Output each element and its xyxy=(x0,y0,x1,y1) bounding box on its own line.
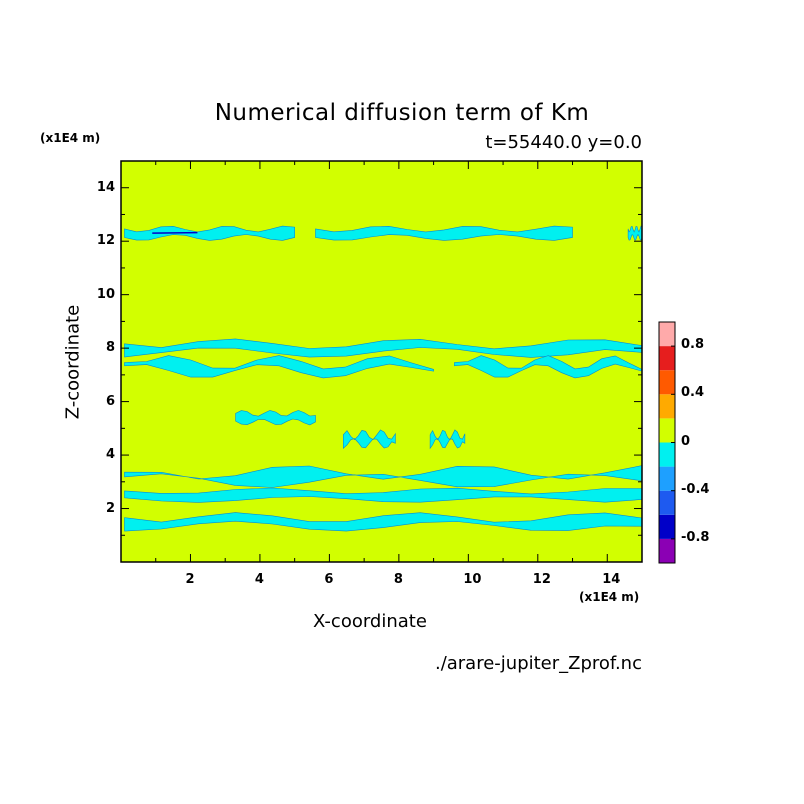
y-tick-label: 10 xyxy=(96,286,115,302)
y-tick-label: 4 xyxy=(105,447,115,463)
colorbar-segment xyxy=(659,490,675,515)
y-axis-label: Z-coordinate xyxy=(62,304,84,420)
y-axis-unit: (x1E4 m) xyxy=(40,131,101,145)
colorbar-tick-label: -0.4 xyxy=(681,481,710,497)
colorbar-segment xyxy=(659,418,675,443)
y-tick-label: 8 xyxy=(105,340,115,356)
y-tick-label: 14 xyxy=(96,179,115,195)
colorbar-segment xyxy=(659,322,675,347)
negative-contour-band xyxy=(124,487,642,503)
negative-contour-band xyxy=(124,465,642,488)
y-tick-label: 12 xyxy=(96,233,115,249)
negative-contour-band xyxy=(124,338,642,358)
negative-contour-band xyxy=(124,355,434,379)
x-tick-label: 4 xyxy=(254,572,264,587)
negative-contour-band xyxy=(235,410,316,426)
colorbar-segment xyxy=(659,466,675,491)
colorbar-tick-label: 0.4 xyxy=(681,385,705,401)
colorbar-segment xyxy=(659,538,675,563)
colorbar-segment xyxy=(659,442,675,467)
colorbar-tick-label: 0 xyxy=(681,433,691,449)
colorbar-tick-label: 0.8 xyxy=(681,337,705,353)
strong-negative-streak xyxy=(152,231,198,234)
negative-contour-band xyxy=(429,429,466,450)
colorbar-segment xyxy=(659,394,675,419)
chart-title: Numerical diffusion term of Km xyxy=(214,100,590,126)
y-tick-label: 2 xyxy=(105,500,115,516)
negative-contour-band xyxy=(315,225,573,241)
x-tick-label: 2 xyxy=(185,572,195,587)
y-tick-label: 6 xyxy=(105,393,115,409)
x-tick-label: 8 xyxy=(393,572,403,587)
x-tick-label: 14 xyxy=(602,572,621,587)
x-axis-ticks xyxy=(155,161,608,562)
chart-subtitle: t=55440.0 y=0.0 xyxy=(485,132,642,153)
plot-frame xyxy=(120,160,643,563)
x-tick-label: 10 xyxy=(463,572,482,587)
negative-contour-band xyxy=(342,429,396,449)
x-tick-label: 6 xyxy=(324,572,334,587)
colorbar-tick-label: -0.8 xyxy=(681,529,710,545)
colorbar-segment xyxy=(659,346,675,371)
x-tick-label: 12 xyxy=(532,572,551,587)
negative-contour-band xyxy=(454,355,642,379)
negative-contour-band xyxy=(124,512,642,532)
negative-contour-band xyxy=(124,225,296,241)
colorbar-segment xyxy=(659,514,675,539)
y-axis-ticks xyxy=(121,187,642,536)
x-axis-label: X-coordinate xyxy=(313,611,427,632)
colorbar xyxy=(658,321,676,564)
contour-fill-layer xyxy=(124,225,642,532)
colorbar-segment xyxy=(659,370,675,395)
x-axis-unit: (x1E4 m) xyxy=(579,590,640,604)
negative-contour-band xyxy=(627,225,642,242)
source-filename: ./arare-jupiter_Zprof.nc xyxy=(434,653,642,674)
